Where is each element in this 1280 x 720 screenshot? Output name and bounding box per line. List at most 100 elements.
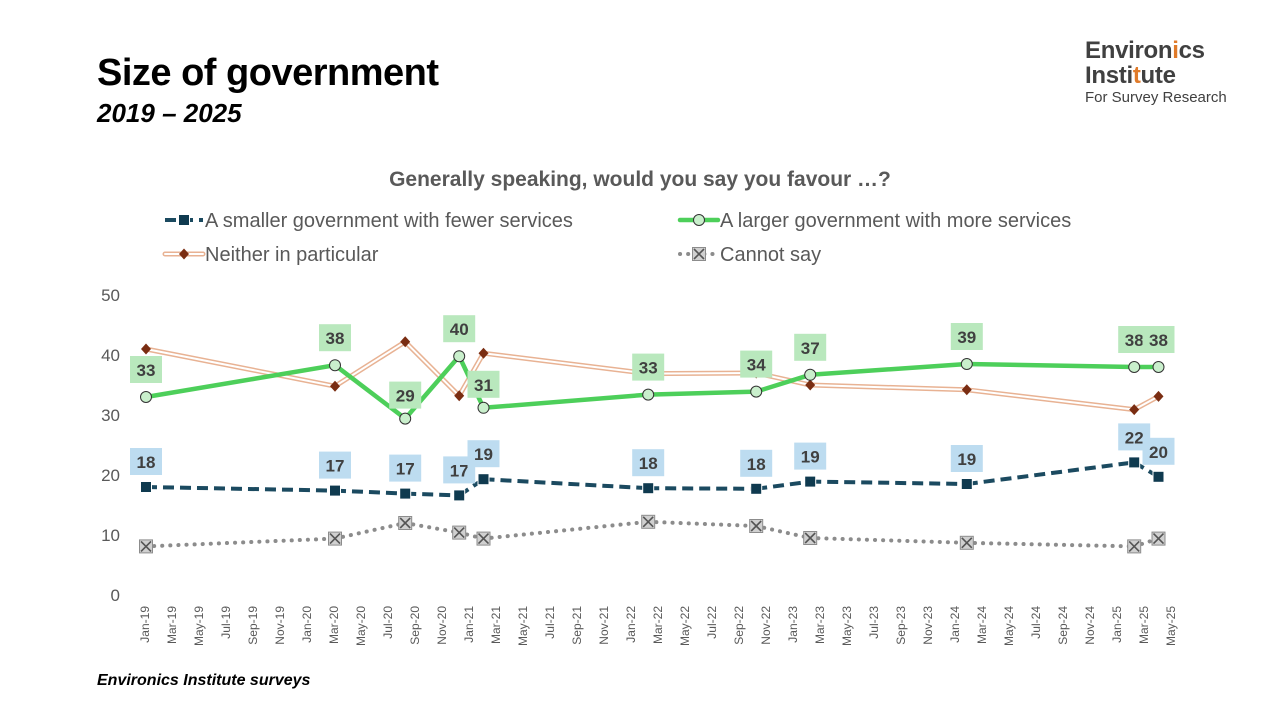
x-tick-label: May-24: [1002, 606, 1016, 646]
square-marker: [750, 482, 763, 495]
svg-text:40: 40: [450, 320, 469, 339]
legend-item: Cannot say: [678, 244, 821, 266]
x-tick-label: Mar-20: [327, 606, 341, 644]
x-axis: Jan-19 Mar-19 May-19 Jul-19 Sep-19 Nov-19 Jan-…: [138, 606, 1178, 646]
page-title: Size of government: [97, 52, 439, 94]
circle-marker: [960, 358, 973, 370]
data-label: 34: [740, 350, 773, 378]
series-0: [140, 456, 1165, 502]
svg-text:33: 33: [639, 359, 658, 378]
diamond-marker: [141, 343, 151, 355]
legend: A smaller government with fewer services…: [162, 210, 1071, 266]
svg-text:38: 38: [326, 329, 345, 348]
diamond-marker: [805, 379, 816, 391]
logo-accent-letter: i: [1172, 37, 1179, 64]
data-label: 17: [319, 451, 351, 479]
x-tick-label: Sep-23: [894, 606, 908, 645]
diamond-marker: [454, 390, 465, 402]
x-tick-label: Nov-23: [921, 606, 935, 645]
square-marker: [1128, 456, 1141, 469]
x-tick-label: Nov-20: [435, 606, 449, 645]
y-tick-label: 20: [101, 466, 120, 485]
x-tick-label: Mar-21: [489, 606, 503, 644]
environics-logo: Environics Institute For Survey Research: [1085, 38, 1227, 107]
x-tick-label: Jan-23: [786, 606, 800, 643]
x-tick-label: Mar-19: [165, 606, 179, 644]
diamond-marker: [961, 384, 972, 396]
svg-text:29: 29: [396, 387, 415, 406]
x-tick-label: Jan-24: [948, 606, 962, 643]
data-label: 18: [130, 448, 162, 475]
x-tick-label: Jan-21: [462, 606, 476, 643]
svg-text:17: 17: [450, 461, 469, 480]
x-tick-label: May-20: [354, 606, 368, 646]
x-marker: [452, 525, 467, 540]
legend-item: A larger government with more services: [677, 210, 1071, 232]
legend-item: A smaller government with fewer services: [165, 210, 573, 232]
svg-text:18: 18: [639, 454, 658, 473]
x-tick-label: Jul-22: [705, 606, 719, 639]
data-label: 33: [130, 356, 162, 383]
circle-marker: [693, 214, 705, 226]
series-3: [139, 514, 1166, 554]
circle-marker: [804, 368, 817, 381]
series-2: [141, 336, 1164, 416]
series-1: [140, 350, 1165, 425]
square-marker: [960, 478, 973, 490]
svg-text:31: 31: [474, 376, 493, 395]
x-tick-label: Nov-21: [597, 606, 611, 645]
x-marker: [692, 247, 706, 261]
logo-line-1: Environics: [1085, 37, 1205, 64]
circle-marker: [477, 401, 490, 414]
source-note: Environics Institute surveys: [97, 672, 311, 689]
x-marker: [328, 531, 342, 546]
square-marker: [804, 475, 817, 488]
x-tick-label: Sep-24: [1056, 606, 1070, 645]
x-tick-label: Mar-22: [651, 606, 665, 644]
data-label: 33: [632, 353, 665, 381]
square-marker: [329, 484, 341, 497]
diamond-marker: [478, 347, 489, 359]
x-tick-label: Jul-21: [543, 606, 557, 639]
circle-marker: [399, 412, 412, 425]
square-marker: [178, 214, 190, 226]
x-tick-label: Mar-23: [813, 606, 827, 644]
data-label: 40: [443, 315, 476, 343]
svg-text:34: 34: [747, 356, 766, 375]
x-marker: [139, 539, 153, 554]
x-marker: [803, 531, 818, 545]
data-label: 19: [794, 442, 827, 470]
diamond-marker: [330, 380, 340, 392]
x-tick-label: Jan-25: [1110, 606, 1124, 643]
legend-item: Neither in particular: [162, 244, 379, 266]
data-label: 17: [389, 454, 422, 482]
x-tick-label: Mar-24: [975, 606, 989, 644]
x-tick-label: May-19: [192, 606, 206, 646]
y-tick-label: 50: [101, 286, 120, 305]
circle-marker: [642, 388, 655, 401]
svg-text:37: 37: [801, 339, 820, 358]
x-tick-label: May-25: [1164, 606, 1178, 646]
svg-text:38: 38: [1125, 331, 1144, 350]
legend-label: Neither in particular: [205, 244, 379, 266]
x-tick-label: Jul-23: [867, 606, 881, 639]
data-label: 20: [1142, 437, 1175, 465]
data-label: 37: [794, 333, 827, 361]
x-tick-label: May-22: [678, 606, 692, 646]
x-tick-label: May-23: [840, 606, 854, 646]
svg-text:33: 33: [137, 361, 156, 380]
x-tick-label: Nov-19: [273, 606, 287, 645]
data-label: 39: [950, 323, 983, 350]
circle-marker: [1128, 361, 1141, 373]
x-tick-label: Sep-21: [570, 606, 584, 645]
square-marker: [140, 481, 152, 493]
x-marker: [749, 519, 764, 533]
svg-text:38: 38: [1149, 331, 1168, 350]
page-subtitle: 2019 – 2025: [97, 98, 242, 128]
legend-label: Cannot say: [720, 244, 821, 266]
x-marker: [959, 535, 974, 550]
x-tick-label: Sep-19: [246, 606, 260, 645]
data-label: 31: [467, 370, 500, 398]
data-label: 38: [319, 324, 351, 352]
